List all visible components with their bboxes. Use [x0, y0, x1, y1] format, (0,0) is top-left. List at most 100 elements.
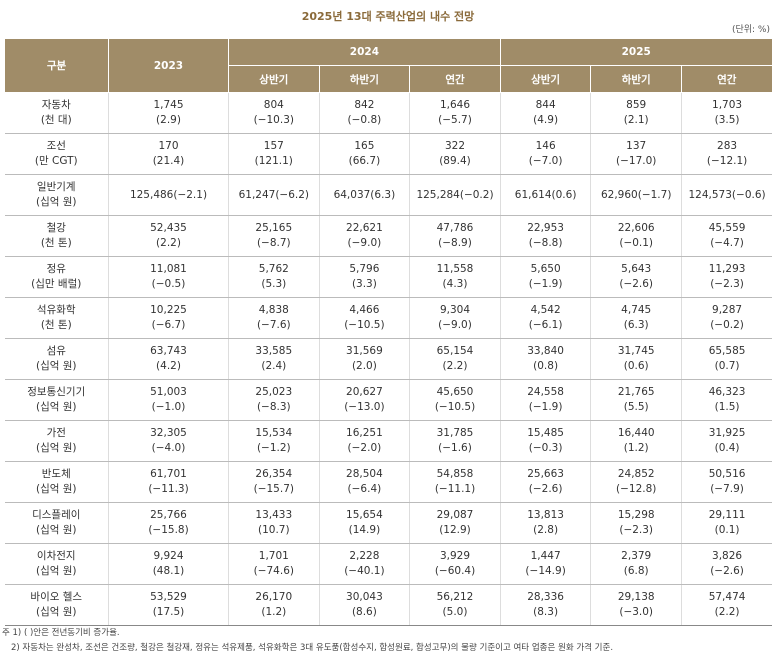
value-cell: 62,960(−1.7) [590, 174, 682, 216]
value-line: (−12.1) [706, 155, 748, 167]
table-row: 일반기계 (십억 원) 125,486(−2.1) 61,247(−6.2) 64,03… [4, 174, 773, 216]
value-line: 25,165 [255, 222, 293, 234]
table-head: 구분 2023 2024 2025 상반기 하반기 연간 상반기 하반기 연간 [4, 39, 773, 93]
value-line: (66.7) [348, 155, 381, 167]
value-line: 11,558 [436, 263, 474, 275]
note: 2) 자동차는 완성차, 조선은 건조량, 철강은 철강재, 정유는 석유제품,… [11, 643, 614, 653]
value-line: 47,786 [436, 222, 474, 234]
value-line: (10.7) [258, 524, 290, 536]
value-line: 1,703 [712, 99, 743, 111]
value-line: 21,765 [617, 386, 655, 398]
value-cell: 4,745 (6.3) [590, 297, 682, 339]
value-line: (3.5) [714, 114, 740, 126]
value-line: 25,023 [255, 386, 293, 398]
value-cell: 283 (−12.1) [681, 133, 773, 175]
value-line: (−7.0) [528, 155, 563, 167]
row-label: 섬유 (십억 원) [4, 338, 109, 380]
value-line: 63,743 [150, 345, 187, 357]
row-label-line: 조선 [46, 140, 66, 152]
value-line: (0.4) [714, 442, 740, 454]
value-line: (−6.1) [528, 319, 563, 331]
row-label: 디스플레이 (십억 원) [4, 502, 109, 544]
value-cell: 16,440 (1.2) [590, 420, 682, 462]
value-line: (5.0) [442, 606, 468, 618]
row-label-line: (십억 원) [35, 401, 77, 413]
value-line: (−1.9) [528, 278, 563, 290]
value-line: 11,293 [708, 263, 746, 275]
value-cell: 29,087 (12.9) [409, 502, 501, 544]
value-line: 32,305 [150, 427, 187, 439]
value-line: 842 [354, 99, 375, 111]
value-cell: 1,703 (3.5) [681, 92, 773, 134]
value-line: (−17.0) [616, 155, 657, 167]
value-cell: 33,840 (0.8) [499, 338, 591, 380]
value-line: 3,826 [712, 550, 743, 562]
value-line: (12.9) [439, 524, 471, 536]
value-line: (−10.5) [434, 401, 476, 413]
value-cell: 1,447 (−14.9) [499, 543, 591, 585]
value-line: (−2.6) [528, 483, 563, 495]
value-line: 11,081 [150, 263, 187, 275]
value-cell: 21,765 (5.5) [590, 379, 682, 421]
row-label: 철강 (천 톤) [4, 215, 109, 257]
value-cell: 61,614(0.6) [499, 174, 591, 216]
subheader-cell: 하반기 [590, 65, 682, 93]
value-line: (121.1) [254, 155, 293, 167]
value-line: 65,154 [436, 345, 474, 357]
row-label-line: (만 CGT) [34, 155, 78, 167]
value-line: 165 [354, 140, 375, 152]
value-line: 29,138 [617, 591, 655, 603]
value-line: 16,440 [617, 427, 655, 439]
value-line: 22,606 [617, 222, 655, 234]
value-line: 29,111 [708, 509, 746, 521]
value-line: (−8.9) [438, 237, 472, 249]
value-cell: 2,379 (6.8) [590, 543, 682, 585]
subheader-cell: 하반기 [318, 65, 411, 93]
table-row: 반도체 (십억 원) 61,701 (−11.3) 26,354 (−15.7) 28,50… [4, 461, 773, 503]
value-line: (3.3) [351, 278, 377, 290]
value-cell: 45,559 (−4.7) [681, 215, 773, 257]
value-line: (−2.3) [619, 524, 654, 536]
value-line: 16,251 [346, 427, 383, 439]
value-line: (−4.7) [710, 237, 744, 249]
value-cell: 24,558 (−1.9) [499, 379, 591, 421]
value-cell: 5,796 (3.3) [318, 256, 410, 298]
value-line: 137 [626, 140, 647, 152]
value-line: (2.9) [156, 114, 181, 126]
value-line: (−1.9) [528, 401, 563, 413]
value-line: 31,925 [708, 427, 746, 439]
value-line: 30,043 [346, 591, 383, 603]
value-line: 31,745 [617, 345, 655, 357]
value-line: 50,516 [708, 468, 746, 480]
value-cell: 11,293 (−2.3) [681, 256, 773, 298]
row-label-line: (십억 원) [35, 442, 77, 454]
value-line: 53,529 [150, 591, 187, 603]
value-line: 54,858 [436, 468, 474, 480]
header-row: 구분 2023 2024 2025 [4, 39, 773, 93]
row-label: 정유 (십만 배럴) [4, 256, 109, 298]
value-line: (−11.1) [434, 483, 476, 495]
subheader-cell: 연간 [681, 65, 773, 93]
row-label: 정보통신기기 (십억 원) [4, 379, 109, 421]
value-line: 31,785 [436, 427, 474, 439]
value-cell: 3,929 (−60.4) [409, 543, 501, 585]
value-line: 9,924 [153, 550, 184, 562]
value-line: (2.2) [156, 237, 181, 249]
row-label-line: (십억 원) [35, 360, 77, 372]
value-cell: 1,745 (2.9) [108, 92, 229, 134]
value-line: 22,953 [527, 222, 564, 234]
value-line: (−1.2) [256, 442, 291, 454]
value-cell: 16,251 (−2.0) [318, 420, 410, 462]
value-cell: 32,305 (−4.0) [108, 420, 229, 462]
value-line: 25,766 [150, 509, 187, 521]
value-cell: 125,284(−0.2) [409, 174, 501, 216]
value-cell: 51,003 (−1.0) [108, 379, 229, 421]
value-line: 1,447 [530, 550, 561, 562]
value-line: 3,929 [439, 550, 471, 562]
value-line: (−10.3) [253, 114, 294, 126]
value-line: (89.4) [439, 155, 471, 167]
value-cell: 61,701 (−11.3) [108, 461, 229, 503]
value-line: 29,087 [436, 509, 474, 521]
value-line: (0.1) [714, 524, 740, 536]
value-line: 15,654 [346, 509, 383, 521]
